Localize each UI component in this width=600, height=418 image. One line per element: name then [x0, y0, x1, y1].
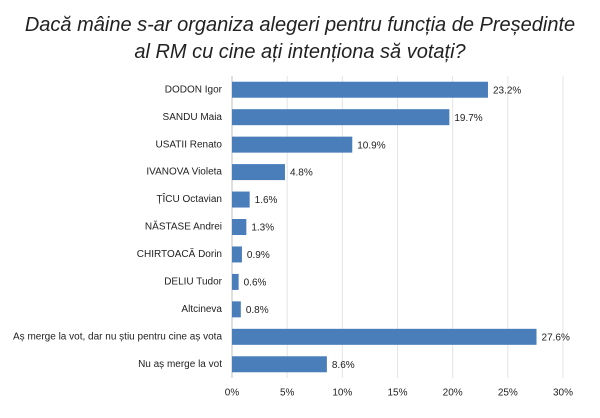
chart-title: Dacă mâine s-ar organiza alegeri pentru … [24, 14, 576, 63]
bar [232, 191, 250, 208]
value-label: 23.2% [493, 85, 521, 96]
x-tick-label: 0% [225, 388, 240, 399]
value-label: 0.6% [244, 278, 267, 289]
bar [232, 109, 450, 126]
x-tick-label: 30% [553, 388, 573, 399]
y-tick-label: SANDU Maia [163, 112, 223, 123]
bar [232, 356, 327, 373]
x-tick-label: 25% [498, 388, 518, 399]
value-label: 1.3% [251, 223, 274, 234]
x-tick-label: 20% [443, 388, 463, 399]
y-tick-label: NĂSTASE Andrei [145, 220, 222, 233]
value-label: 19.7% [454, 113, 482, 124]
y-tick-label: DODON Igor [165, 84, 223, 95]
y-tick-label: ȚÎCU Octavian [156, 192, 222, 205]
x-tick-label: 10% [332, 388, 352, 399]
value-label: 10.9% [357, 140, 385, 151]
y-tick-label: Nu aș merge la vot [138, 359, 222, 370]
bar [232, 301, 241, 318]
bar [232, 219, 247, 235]
value-label: 0.8% [246, 305, 269, 316]
bar [232, 273, 239, 290]
bar [232, 81, 488, 98]
bar [232, 246, 242, 263]
value-label: 1.6% [255, 195, 278, 206]
y-tick-label: USATII Renato [155, 139, 222, 150]
bar [232, 164, 285, 181]
bar [232, 136, 353, 153]
y-tick-label: Altcineva [181, 304, 222, 315]
value-label: 4.8% [290, 168, 313, 179]
y-tick-label: Aș merge la vot, dar nu știu pentru cine… [13, 331, 222, 342]
value-label: 0.9% [247, 250, 270, 261]
value-label: 27.6% [542, 332, 570, 343]
y-tick-label: DELIU Tudor [164, 277, 222, 288]
value-label: 8.6% [332, 360, 355, 371]
x-tick-label: 15% [387, 388, 407, 399]
bar [232, 328, 537, 345]
y-tick-label: CHIRTOACĂ Dorin [137, 247, 222, 260]
x-tick-label: 5% [280, 388, 295, 399]
y-tick-label: IVANOVA Violeta [146, 167, 222, 178]
